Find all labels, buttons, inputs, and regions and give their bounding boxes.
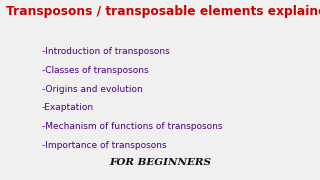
Text: -Introduction of transposons: -Introduction of transposons xyxy=(42,47,169,56)
Text: -Importance of transposons: -Importance of transposons xyxy=(42,141,166,150)
Text: -Exaptation: -Exaptation xyxy=(42,103,94,112)
Text: FOR BEGINNERS: FOR BEGINNERS xyxy=(109,158,211,167)
Text: Transposons / transposable elements explained: Transposons / transposable elements expl… xyxy=(6,5,320,18)
Text: -Mechanism of functions of transposons: -Mechanism of functions of transposons xyxy=(42,122,222,131)
Text: -Classes of transposons: -Classes of transposons xyxy=(42,66,148,75)
Text: -Origins and evolution: -Origins and evolution xyxy=(42,85,142,94)
